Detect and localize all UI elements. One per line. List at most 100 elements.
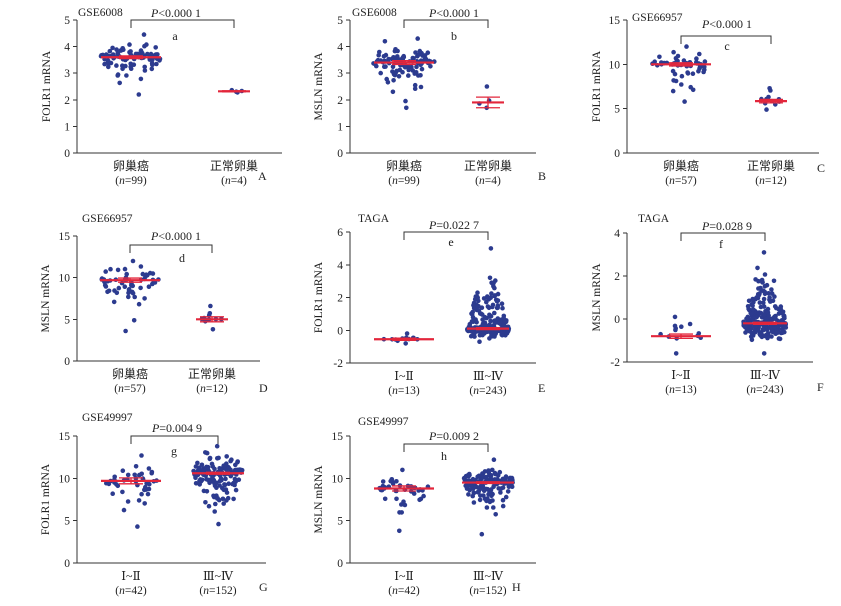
data-point [399, 510, 405, 515]
group-label: 正常卵巢 [188, 367, 236, 381]
data-point [108, 266, 113, 272]
dataset-label: GSE49997 [358, 416, 409, 428]
data-point [231, 496, 236, 502]
data-point [467, 487, 473, 493]
data-point [491, 505, 496, 510]
data-point [753, 324, 758, 329]
p-value-label: P=0.004 9 [151, 421, 202, 435]
panel-label: E [538, 381, 545, 395]
data-point [222, 482, 227, 487]
data-point [146, 466, 152, 471]
data-point [392, 71, 398, 76]
y-axis-label: FOLR1 mRNA [41, 50, 53, 122]
data-point [756, 286, 761, 291]
data-point [475, 295, 481, 301]
data-point [470, 314, 476, 320]
data-point [673, 327, 678, 333]
data-point [401, 54, 407, 60]
subplot-letter: c [724, 39, 729, 53]
data-point [133, 51, 139, 57]
group-n-label: (n=57) [665, 175, 697, 187]
dataset-label: GSE66957 [82, 213, 133, 225]
group-label: Ⅲ~Ⅳ [203, 569, 234, 583]
dataset-label: TAGA [358, 213, 390, 225]
data-point [155, 52, 160, 57]
y-tick-label: -2 [610, 357, 620, 369]
y-tick-label: 15 [59, 231, 71, 243]
data-point [400, 467, 405, 473]
data-point [412, 86, 418, 91]
data-point [120, 489, 125, 495]
data-point [145, 491, 151, 497]
group-label: 正常卵巢 [210, 159, 258, 173]
group-n-label: (n=152) [199, 585, 236, 597]
data-point [142, 43, 147, 49]
p-value-label: P=0.009 2 [428, 429, 479, 443]
data-point [126, 287, 132, 292]
data-point [224, 454, 229, 459]
y-axis-label: MSLN mRNA [591, 263, 603, 332]
data-point [138, 264, 144, 269]
data-point [120, 468, 126, 474]
y-axis-label: FOLR1 mRNA [313, 261, 325, 333]
data-point [779, 310, 784, 316]
y-tick-label: 0 [614, 148, 620, 160]
data-point [207, 455, 213, 461]
data-point [487, 336, 492, 341]
data-point [204, 465, 209, 470]
group-n-label: (n=243) [746, 384, 783, 396]
y-tick-label: 5 [64, 516, 70, 528]
data-point [397, 67, 403, 73]
data-point [139, 491, 144, 497]
data-point [684, 44, 689, 49]
data-point [782, 314, 787, 320]
data-point [104, 52, 109, 57]
y-axis-label: FOLR1 mRNA [591, 50, 603, 122]
y-tick-label: 4 [614, 228, 620, 240]
data-point [751, 307, 756, 313]
data-point [480, 475, 486, 480]
data-point [477, 497, 483, 503]
panel-label: C [817, 161, 825, 175]
data-point [132, 294, 137, 300]
data-point [486, 305, 492, 311]
data-point [415, 36, 421, 41]
data-point [195, 460, 200, 466]
dataset-label: GSE6008 [352, 7, 397, 19]
data-point [203, 500, 208, 505]
y-tick-label: 4 [64, 42, 70, 54]
y-tick-label: 0 [337, 148, 343, 160]
group-label: Ⅰ~Ⅱ [671, 368, 690, 382]
data-point [150, 62, 155, 68]
group-label: Ⅲ~Ⅳ [750, 368, 781, 382]
data-point [765, 310, 771, 315]
data-point [499, 301, 505, 307]
data-point [142, 296, 147, 301]
data-point [394, 479, 399, 484]
y-tick-label: 2 [337, 95, 343, 107]
data-point [421, 493, 426, 499]
data-point [694, 56, 699, 61]
data-point [503, 494, 509, 500]
y-axis-label: MSLN mRNA [313, 465, 325, 534]
subplot-letter: b [451, 29, 457, 43]
y-tick-label: 4 [337, 260, 343, 272]
group-n-label: (n=152) [469, 585, 506, 597]
data-point [484, 84, 490, 89]
data-point [210, 475, 215, 480]
data-point [478, 493, 483, 498]
data-point [491, 457, 497, 463]
data-point [402, 64, 408, 70]
data-point [750, 303, 755, 308]
subplot-letter: e [448, 235, 453, 249]
data-point [488, 246, 494, 251]
y-axis-label: FOLR1 mRNA [40, 463, 52, 535]
group-n-label: (n=4) [475, 175, 501, 187]
data-point [132, 472, 137, 478]
data-point [761, 296, 767, 302]
data-point [197, 482, 202, 487]
y-tick-label: 3 [337, 68, 343, 80]
data-point [762, 283, 768, 289]
y-tick-label: 1 [337, 121, 343, 133]
data-point [212, 509, 217, 514]
